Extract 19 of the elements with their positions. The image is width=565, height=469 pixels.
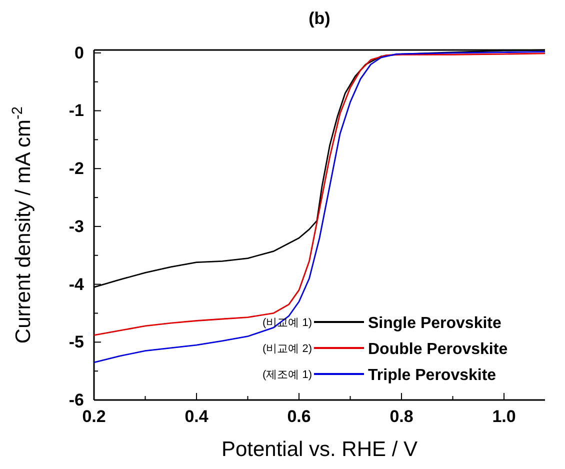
x-tick-label: 0.4: [184, 407, 209, 426]
annotation: (제조예 1): [262, 369, 312, 381]
legend-label: Triple Perovskite: [368, 367, 496, 384]
y-tick-label: 0: [74, 43, 84, 62]
x-tick-label: 0.6: [287, 407, 311, 426]
annotation: (비교예 2): [262, 343, 312, 355]
legend-label: Single Perovskite: [368, 315, 502, 332]
chart-title: (b): [308, 9, 330, 28]
y-tick-label: -2: [68, 159, 84, 178]
x-tick-label: 1.0: [492, 407, 516, 426]
y-tick-label: -1: [68, 101, 84, 120]
x-tick-label: 0.8: [390, 407, 414, 426]
y-tick-label: -6: [68, 390, 84, 410]
x-axis-title: Potential vs. RHE / V: [221, 438, 418, 461]
y-tick-label: -4: [68, 274, 85, 294]
x-tick-label: 0.2: [82, 407, 106, 426]
legend-label: Double Perovskite: [368, 341, 508, 358]
y-tick-label: -5: [68, 332, 84, 352]
y-tick-label: -3: [68, 216, 84, 236]
